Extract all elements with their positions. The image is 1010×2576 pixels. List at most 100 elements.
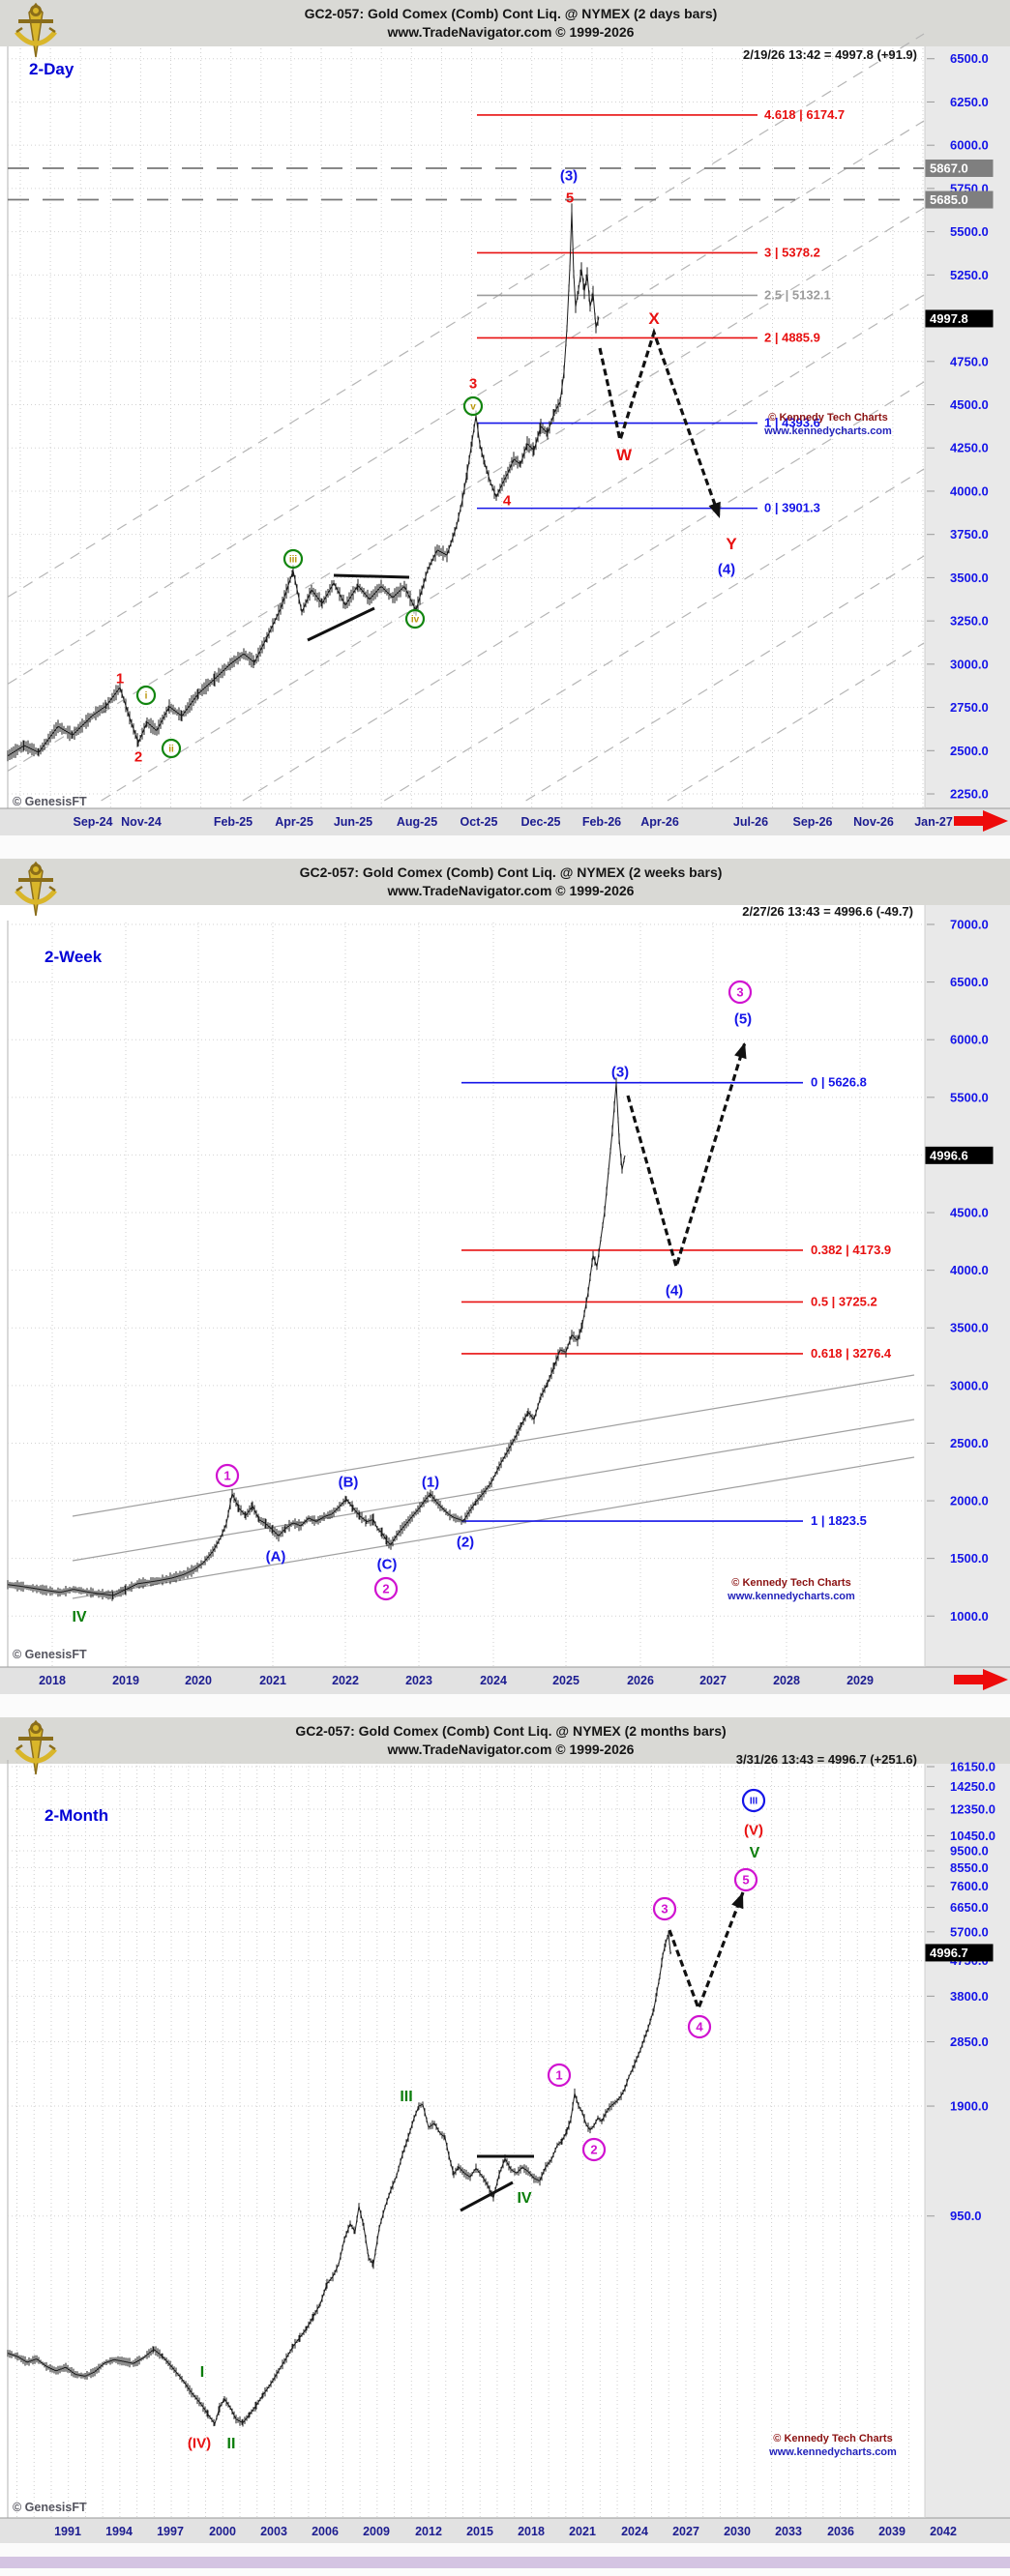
chart-title: GC2-057: Gold Comex (Comb) Cont Liq. @ N…: [295, 1723, 726, 1739]
tradenavigator-logo-icon: [15, 1719, 57, 1775]
wave-annotation: (1): [422, 1474, 439, 1490]
time-axis-band[interactable]: [0, 808, 1010, 834]
price-scale-gutter[interactable]: [925, 905, 1010, 1667]
time-axis-band[interactable]: [0, 1667, 1010, 1692]
timeframe-label: 2-Day: [29, 60, 74, 78]
wave-annotation-circle: [161, 738, 182, 759]
channel-line: [7, 33, 925, 598]
y-axis-label: 3750.0: [950, 527, 989, 542]
y-axis-label: 1000.0: [950, 1609, 989, 1624]
y-axis-label: 6650.0: [950, 1900, 989, 1915]
price-series-bars: [7, 1931, 671, 2427]
wave-annotation-circle: [404, 608, 426, 629]
x-axis-label: 1994: [105, 2525, 133, 2538]
wave-annotation: 4: [503, 492, 512, 509]
wave-annotation: V: [750, 1845, 760, 1861]
wave-annotation: 3: [736, 985, 743, 1000]
wave-annotation-circle: [733, 1867, 758, 1892]
x-axis-label: 2027: [699, 1674, 727, 1687]
plot-background: [0, 905, 1010, 1667]
chart-plot: 16150.0 14250.0 12350.0 10450.09500.08550.0…: [0, 1760, 1010, 2538]
projection-arrow: [668, 1891, 745, 2013]
x-axis-label: Jun-25: [334, 815, 372, 829]
channel-line: [72, 1456, 915, 1599]
time-axis-band[interactable]: [0, 2518, 1010, 2543]
wave-annotation: 2: [590, 2143, 597, 2157]
tradenavigator-logo-icon: [15, 2, 57, 58]
trendline: [333, 573, 410, 579]
x-axis-label: Apr-26: [640, 815, 679, 829]
wave-annotation-circle: [462, 395, 484, 417]
x-axis-label: 2025: [552, 1674, 579, 1687]
panel-2-week: 7000.06500.06000.05500.05000.04500.04000…: [0, 859, 1010, 1717]
wave-annotation: IV: [72, 1609, 86, 1625]
x-axis-label: Nov-26: [853, 815, 894, 829]
wave-annotation: (A): [266, 1548, 286, 1565]
y-axis-label: 10450.0: [950, 1829, 995, 1843]
x-axis-label: 1997: [157, 2525, 184, 2538]
wave-annotation: W: [616, 446, 633, 464]
wave-annotation: ii: [168, 745, 174, 755]
wave-annotation-circle: [741, 1788, 766, 1813]
wave-annotation: (4): [666, 1282, 683, 1299]
x-axis-label: 2029: [847, 1674, 874, 1687]
y-axis-label: 2000.0: [950, 1494, 989, 1508]
fib-level-label: 3 | 5378.2: [764, 245, 820, 259]
y-axis-label: 2750.0: [950, 700, 989, 715]
chart-title: GC2-057: Gold Comex (Comb) Cont Liq. @ N…: [300, 864, 723, 880]
wave-annotation-circle: [728, 980, 753, 1005]
watermark-line-2: www.kennedycharts.com: [763, 425, 892, 437]
y-axis-label: 6500.0: [950, 975, 989, 989]
x-axis-label: 2018: [39, 1674, 66, 1687]
source-credit: © GenesisFT: [13, 795, 87, 808]
x-axis-label: 2036: [827, 2525, 854, 2538]
y-axis-label: 3500.0: [950, 571, 989, 585]
panel-header: [0, 859, 1010, 905]
wave-annotation: X: [648, 309, 660, 328]
watermark-line-1: © Kennedy Tech Charts: [731, 1577, 850, 1589]
y-axis-label: 2850.0: [950, 2034, 989, 2049]
x-axis-label: Jul-26: [733, 815, 768, 829]
price-highlight-box: [925, 309, 994, 328]
chart-subtitle: www.TradeNavigator.com © 1999-2026: [387, 883, 635, 898]
x-axis-label: 2028: [773, 1674, 800, 1687]
channel-line: [72, 1419, 915, 1562]
scroll-right-arrow-icon[interactable]: [954, 810, 1008, 832]
y-axis-label: 2500.0: [950, 744, 989, 758]
x-axis-label: Oct-25: [460, 815, 498, 829]
scroll-right-arrow-icon[interactable]: [954, 1669, 1008, 1690]
price-highlight-box: [925, 1146, 994, 1164]
wave-annotation: IV: [517, 2190, 531, 2207]
wave-annotation: 2: [134, 748, 142, 765]
y-axis-label: 5500.0: [950, 1090, 989, 1104]
y-axis-label: 5500.0: [950, 224, 989, 239]
x-axis-label: Aug-25: [397, 815, 437, 829]
x-axis-label: 2039: [878, 2525, 906, 2538]
price-highlight-label: 5685.0: [930, 192, 968, 207]
quote-readout: 3/31/26 13:43 = 4996.7 (+251.6): [736, 1752, 917, 1767]
price-highlight-label: 4997.8: [930, 311, 968, 326]
x-axis-label: 2012: [415, 2525, 442, 2538]
y-axis-label: 12350.0: [950, 1802, 995, 1817]
wave-annotation: (IV): [188, 2435, 211, 2451]
price-highlight-label: 4996.7: [930, 1946, 968, 1960]
price-highlight-label: 5867.0: [930, 161, 968, 175]
projection-arrow: [598, 327, 722, 519]
wave-annotation: Y: [726, 535, 737, 553]
panel-header: [0, 1717, 1010, 1764]
y-axis-label: 4000.0: [950, 1263, 989, 1277]
y-axis-label: 4250.0: [950, 441, 989, 455]
wave-annotation: 5: [566, 190, 574, 206]
channel-line: [7, 207, 925, 772]
x-axis-label: 2003: [260, 2525, 287, 2538]
y-axis-label: 3000.0: [950, 657, 989, 671]
panel-divider: [0, 1692, 1010, 1717]
wave-annotation: (4): [718, 561, 735, 577]
fib-level-label: 4.618 | 6174.7: [764, 107, 845, 122]
x-axis-label: 2019: [112, 1674, 139, 1687]
wave-annotation: (3): [560, 167, 578, 184]
fib-level-label: 0.5 | 3725.2: [811, 1294, 877, 1308]
chart-subtitle: www.TradeNavigator.com © 1999-2026: [387, 1742, 635, 1757]
x-axis-label: 2030: [724, 2525, 751, 2538]
price-scale-gutter[interactable]: [925, 1764, 1010, 2518]
